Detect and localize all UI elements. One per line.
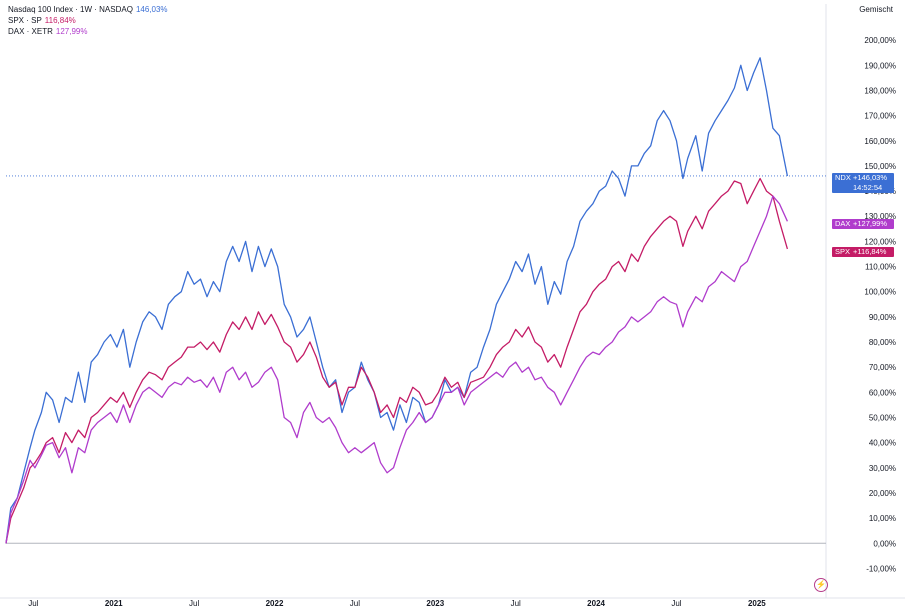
y-tick-label: 60,00%: [869, 388, 896, 397]
x-tick-label: Jul: [671, 599, 681, 608]
x-tick-label: Jul: [350, 599, 360, 608]
y-tick-label: 40,00%: [869, 439, 896, 448]
tag-value: +146,03%: [853, 173, 887, 182]
x-tick-label: 2025: [748, 599, 766, 608]
y-tick-label: 130,00%: [864, 212, 896, 221]
legend-value: 146,03%: [135, 5, 168, 14]
y-tick-label: 110,00%: [865, 263, 896, 272]
x-tick-label: 2023: [426, 599, 444, 608]
y-tick-label: 10,00%: [869, 514, 896, 523]
y-tick-label: 200,00%: [864, 36, 896, 45]
legend-value: 127,99%: [55, 27, 88, 36]
ndx-price-tag: NDX +146,03% 14:52:54: [832, 173, 894, 193]
y-tick-label: 190,00%: [864, 61, 896, 70]
y-tick-label: 120,00%: [864, 237, 896, 246]
series-line-nasdaq-100-index: [5, 57, 789, 544]
y-tick-label: 30,00%: [869, 464, 896, 473]
tag-value: +127,99%: [853, 219, 887, 228]
legend-entry-spx[interactable]: SPX · SP 116,84%: [8, 15, 168, 26]
y-tick-label: 70,00%: [869, 363, 896, 372]
legend-label: SPX · SP: [8, 16, 42, 25]
x-tick-label: 2022: [266, 599, 284, 608]
tag-value: +116,84%: [853, 247, 887, 256]
y-tick-label: 20,00%: [869, 489, 896, 498]
y-tick-label: 160,00%: [864, 137, 896, 146]
x-tick-label: Jul: [189, 599, 199, 608]
y-tick-label: 100,00%: [864, 288, 896, 297]
legend-label: DAX · XETR: [8, 27, 53, 36]
y-tick-label: 80,00%: [869, 338, 896, 347]
x-tick-label: Jul: [511, 599, 521, 608]
dax-price-tag: DAX +127,99%: [832, 219, 894, 229]
y-tick-label: 170,00%: [864, 112, 896, 121]
x-tick-label: Jul: [28, 599, 38, 608]
y-tick-label: 150,00%: [864, 162, 896, 171]
series-line-spx: [5, 177, 789, 544]
tag-time: 14:52:54: [853, 183, 883, 192]
tag-symbol: DAX: [835, 219, 851, 228]
y-tick-label: 90,00%: [869, 313, 896, 322]
legend-label: Nasdaq 100 Index · 1W · NASDAQ: [8, 5, 133, 14]
spx-price-tag: SPX +116,84%: [832, 247, 894, 257]
legend-entry-dax[interactable]: DAX · XETR 127,99%: [8, 26, 168, 37]
tag-symbol: SPX: [835, 247, 851, 256]
legend-value: 116,84%: [44, 16, 76, 25]
lightning-icon[interactable]: ⚡: [814, 578, 828, 592]
x-tick-label: 2021: [105, 599, 123, 608]
y-tick-label: 0,00%: [873, 539, 896, 548]
y-tick-label: 180,00%: [864, 86, 896, 95]
scale-mode-label[interactable]: Gemischt: [859, 5, 893, 14]
y-tick-label: -10,00%: [866, 564, 896, 573]
legend: Nasdaq 100 Index · 1W · NASDAQ 146,03% SP…: [8, 4, 168, 37]
y-tick-label: 50,00%: [869, 413, 896, 422]
tag-symbol: NDX: [835, 173, 851, 182]
legend-entry-ndx[interactable]: Nasdaq 100 Index · 1W · NASDAQ 146,03%: [8, 4, 168, 15]
x-tick-label: 2024: [587, 599, 605, 608]
series-line-dax: [5, 195, 788, 544]
